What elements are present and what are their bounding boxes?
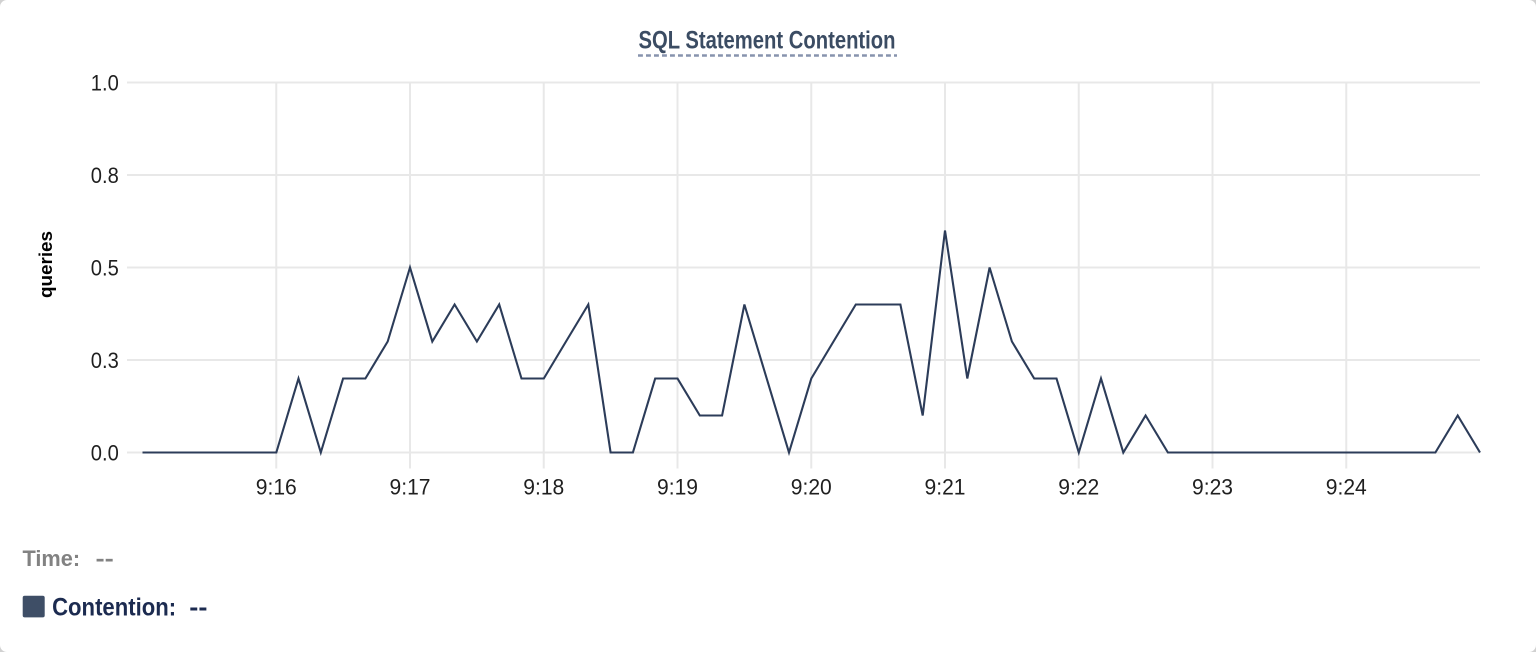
svg-text:0.5: 0.5 [91,255,119,280]
svg-text:9:18: 9:18 [523,474,564,499]
svg-text:Contention:: Contention: [52,593,176,621]
svg-text:Time:: Time: [23,546,81,571]
svg-text:0.0: 0.0 [91,440,119,465]
svg-text:0.8: 0.8 [91,163,119,188]
svg-text:9:24: 9:24 [1326,474,1367,499]
svg-text:1.0: 1.0 [91,70,119,95]
svg-text:9:23: 9:23 [1192,474,1233,499]
svg-text:9:19: 9:19 [657,474,698,499]
svg-text:SQL Statement Contention: SQL Statement Contention [639,27,896,55]
svg-text:queries: queries [36,231,56,298]
svg-text:9:17: 9:17 [390,474,431,499]
svg-text:9:16: 9:16 [256,474,297,499]
svg-text:0.3: 0.3 [91,348,119,373]
svg-text:--: -- [189,593,207,621]
svg-text:9:21: 9:21 [925,474,966,499]
svg-text:--: -- [96,546,114,571]
svg-text:9:20: 9:20 [791,474,832,499]
svg-text:9:22: 9:22 [1058,474,1099,499]
